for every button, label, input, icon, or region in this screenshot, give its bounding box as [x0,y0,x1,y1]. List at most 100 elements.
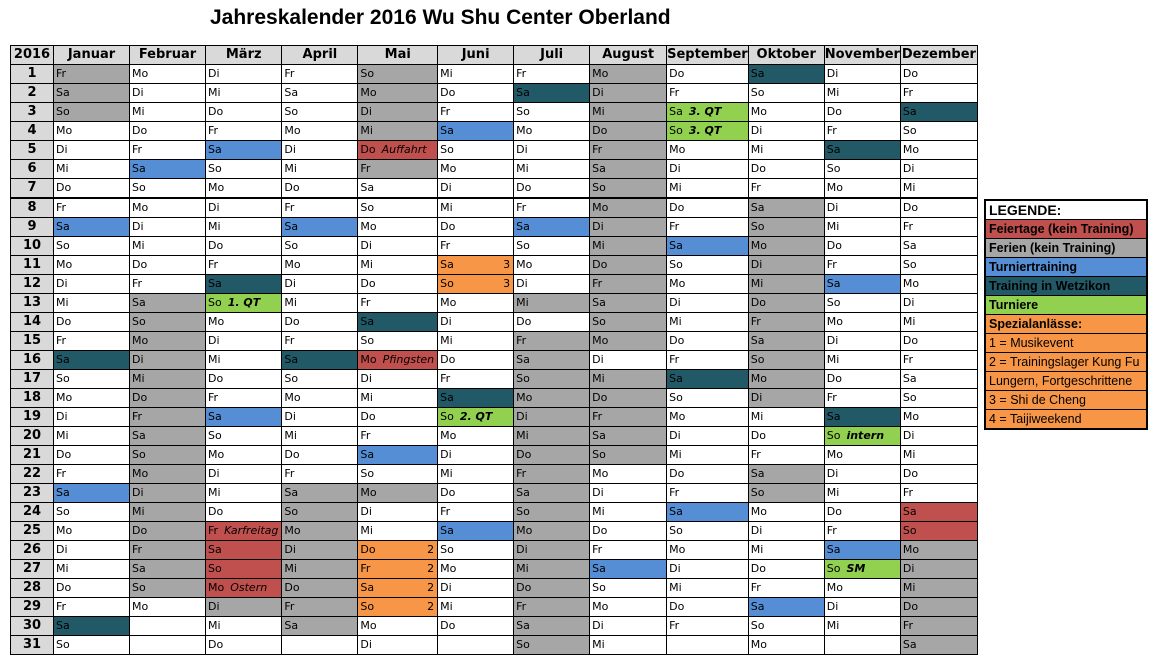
day-cell: Mi [899,578,978,598]
weekday-label: Mi [132,372,145,385]
weekday-label: Do [132,124,148,137]
weekday-label: So [284,239,299,252]
day-cell: Mo [589,464,668,484]
weekday-label: Sa [360,315,375,328]
weekday-label: So [208,429,222,442]
day-cell: Mi [666,578,749,598]
weekday-label: Fr [750,315,761,328]
day-cell: So [437,140,515,160]
weekday-label: So [750,619,765,632]
weekday-label: Fr [516,67,527,80]
weekday-label: Mi [284,296,297,309]
weekday-label: Mi [440,334,453,347]
day-cell: Fr [53,64,130,84]
day-number: 17 [10,369,54,389]
day-cell: Di [747,121,825,141]
weekday-label: Fr [284,334,295,347]
weekday-label: Mo [208,448,225,461]
day-cell: Fr [513,331,591,351]
weekday-label: Fr [826,258,837,271]
month-header-row: 2016 Januar Februar März April Mai Juni Juli Au… [10,45,978,65]
weekday-label: Mi [592,372,605,385]
weekday-label: So [440,410,454,423]
weekday-label: Mo [750,638,767,651]
day-cell: So [589,445,668,465]
weekday-label: Di [902,162,915,175]
day-cell: Fr [747,578,825,598]
weekday-label: Di [750,524,763,537]
day-cell: Di [747,255,825,275]
weekday-label: Do [516,448,532,461]
day-cell: Mi [589,236,668,256]
day-cell: Sa [437,388,515,408]
day-row: 15 Fr Mo Di Fr So Mi Fr Mo Do Sa Di Do [10,331,978,351]
weekday-label: Fr [592,543,603,556]
weekday-label: Mo [360,353,377,366]
weekday-label: Mo [56,524,73,537]
day-cell: Fr [281,197,359,218]
day-cell: Mi [589,635,668,655]
weekday-label: Mi [440,201,453,214]
day-cell: Do [666,597,749,617]
day-cell: Mo [666,274,749,294]
day-row: 7 Do So Mo Do Sa Di Do So Mi Fr Mo Mi [10,178,978,199]
weekday-label: Sa [592,162,606,175]
weekday-label: So [440,277,454,290]
day-cell: Di [589,350,668,370]
weekday-label: Mo [284,124,301,137]
day-cell: Sa [513,350,591,370]
day-cell: Di [204,197,283,218]
day-cell: Di [513,407,591,427]
day-cell: Fr [666,616,749,636]
legend-box: LEGENDE: Feiertage (kein Training) Ferien … [984,199,1148,430]
weekday-label: Fr [902,486,913,499]
weekday-label: Mo [132,334,149,347]
weekday-label: Mo [826,315,843,328]
weekday-label: Mi [669,581,682,594]
day-cell: Do [666,64,749,84]
legend-item: 1 = Musikevent [986,334,1146,353]
weekday-label: Sa [284,86,299,99]
weekday-label: Di [360,105,372,118]
weekday-label: So [208,562,222,575]
day-cell: Do [437,217,515,237]
weekday-label: Fr [284,67,295,80]
weekday-label: Di [208,600,220,613]
month-header: Oktober [747,45,825,65]
day-cell: Sa [281,217,359,237]
weekday-label: Di [284,143,296,156]
day-cell: Sa [437,121,515,141]
day-cell: So [589,312,668,332]
weekday-label: Mi [902,581,916,594]
day-number: 11 [10,255,54,275]
day-cell: Di [899,159,978,179]
day-cell: Mi [899,312,978,332]
weekday-label: Mi [826,619,840,632]
day-cell: Di [589,217,668,237]
weekday-label: Sa [440,391,454,404]
weekday-label: Di [132,353,144,366]
day-cell: Fr Karfreitag [204,521,283,541]
weekday-label: So [132,581,146,594]
day-cell: Mo [357,616,439,636]
day-cell: Do [53,312,130,332]
weekday-label: So [132,315,146,328]
weekday-label: Do [902,67,919,80]
day-cell: Sa [666,236,749,256]
weekday-label: Sa [516,220,530,233]
weekday-label: Di [826,600,839,613]
day-cell: Mo [899,407,978,427]
day-cell: Mi [899,445,978,465]
weekday-label: Mi [826,220,840,233]
day-cell: Mi [747,540,825,560]
weekday-label: Mi [360,124,373,137]
month-header: Dezember [899,45,978,65]
day-cell: Fr [281,597,359,617]
weekday-label: So [360,334,375,347]
weekday-label: Do [516,315,532,328]
day-cell: Mo [747,635,825,655]
special-event-number: 3 [503,277,511,290]
day-cell: Sa [513,217,591,237]
day-cell: Mo [666,407,749,427]
day-cell: Mi [437,597,515,617]
